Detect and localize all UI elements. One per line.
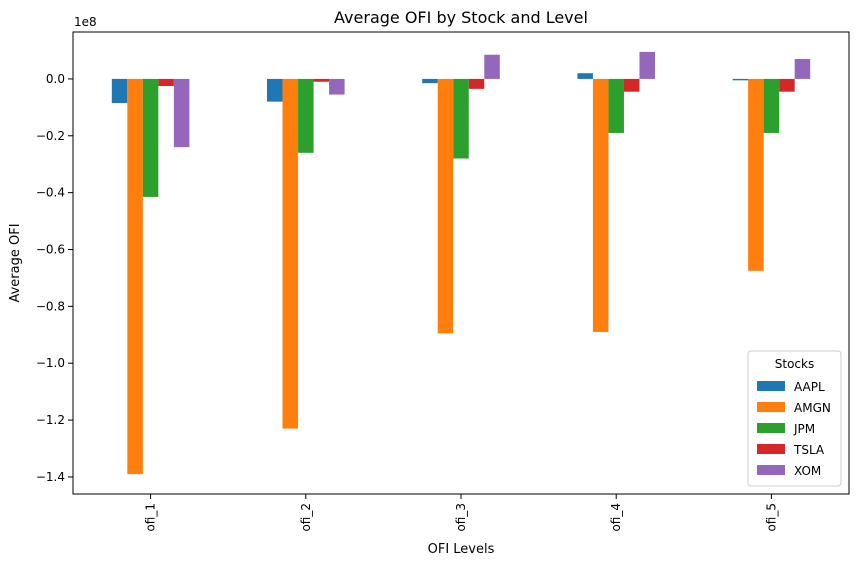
- y-axis: 0.0 −0.2 −0.4 −0.6 −0.8 −1.0 −1.2 −1.4: [36, 72, 73, 484]
- bars-group: [111, 51, 811, 475]
- plot-frame: [72, 31, 850, 495]
- legend-label-jpm: JPM: [793, 422, 815, 436]
- legend-swatch-amgn: [757, 402, 785, 412]
- legend-label-aapl: AAPL: [794, 380, 825, 394]
- bar-jpm-ofi_4: [608, 78, 624, 133]
- bar-amgn-ofi_2: [282, 78, 299, 429]
- bar-xom-ofi_1: [173, 78, 190, 148]
- bar-xom-ofi_4: [639, 51, 655, 79]
- y-tick-label: −1.4: [36, 470, 65, 484]
- y-tick-label: −0.6: [36, 242, 65, 256]
- legend-title: Stocks: [775, 357, 814, 371]
- bar-aapl-ofi_5: [732, 78, 749, 81]
- bar-amgn-ofi_3: [437, 78, 454, 334]
- bar-aapl-ofi_2: [267, 78, 283, 102]
- bar-xom-ofi_2: [329, 78, 345, 95]
- y-tick-label: −0.2: [36, 129, 65, 143]
- bar-tsla-ofi_4: [623, 78, 640, 92]
- bar-jpm-ofi_5: [763, 78, 780, 133]
- y-tick-label: −1.0: [36, 356, 65, 370]
- x-tick-label: ofi_3: [454, 503, 468, 532]
- bar-amgn-ofi_5: [748, 78, 764, 271]
- bar-tsla-ofi_2: [313, 78, 330, 82]
- legend-label-amgn: AMGN: [794, 401, 831, 415]
- x-axis: ofi_1 ofi_2 ofi_3 ofi_4 ofi_5: [144, 494, 778, 532]
- legend-swatch-aapl: [757, 381, 785, 391]
- bar-jpm-ofi_1: [142, 78, 159, 197]
- legend-swatch-xom: [757, 465, 785, 475]
- bar-aapl-ofi_3: [422, 78, 438, 84]
- bar-aapl-ofi_1: [111, 78, 128, 104]
- bar-tsla-ofi_1: [158, 78, 174, 87]
- bar-tsla-ofi_5: [779, 78, 795, 92]
- x-tick-label: ofi_2: [299, 503, 313, 532]
- y-axis-title: Average OFI: [8, 223, 23, 302]
- legend-label-tsla: TSLA: [793, 443, 825, 457]
- y-tick-label: −1.2: [36, 413, 65, 427]
- x-axis-title: OFI Levels: [428, 542, 495, 557]
- y-scale-label: 1e8: [74, 15, 97, 29]
- bar-xom-ofi_3: [484, 54, 500, 79]
- y-tick-label: 0.0: [46, 72, 65, 86]
- chart-title: Average OFI by Stock and Level: [334, 8, 588, 27]
- bar-jpm-ofi_2: [298, 78, 314, 153]
- bar-tsla-ofi_3: [468, 78, 485, 89]
- bar-xom-ofi_5: [794, 59, 811, 79]
- x-tick-label: ofi_5: [764, 503, 778, 532]
- bar-jpm-ofi_3: [453, 78, 469, 159]
- legend-swatch-jpm: [757, 423, 785, 433]
- bar-amgn-ofi_1: [127, 78, 143, 475]
- legend: Stocks AAPL AMGN JPM TSLA XOM: [747, 350, 842, 487]
- legend-label-xom: XOM: [794, 464, 821, 478]
- y-tick-label: −0.8: [36, 299, 65, 313]
- bar-amgn-ofi_4: [592, 78, 609, 332]
- legend-swatch-tsla: [757, 444, 785, 454]
- y-tick-label: −0.4: [36, 186, 65, 200]
- bar-aapl-ofi_4: [577, 73, 593, 79]
- x-tick-label: ofi_1: [144, 503, 158, 532]
- x-tick-label: ofi_4: [609, 503, 623, 532]
